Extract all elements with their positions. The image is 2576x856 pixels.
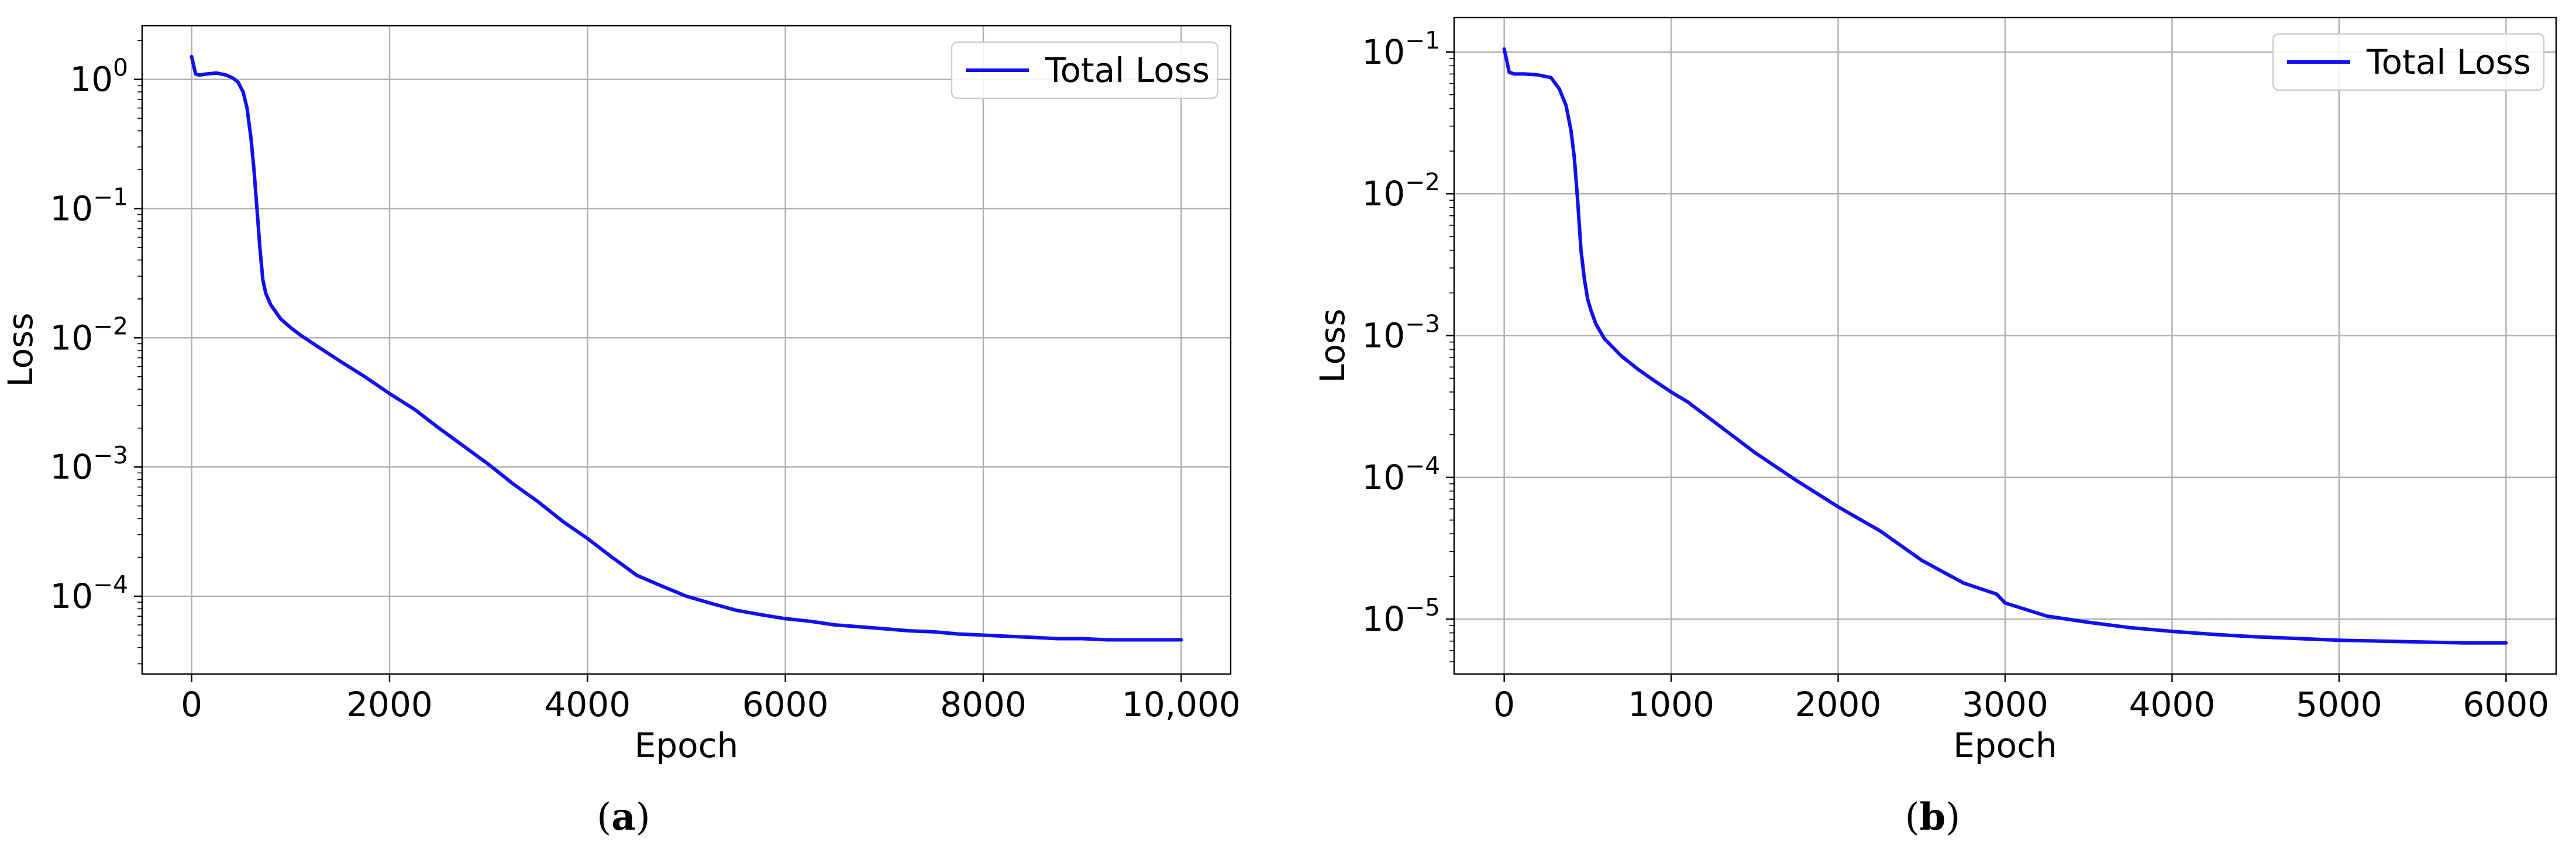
x-tick-label: 3000 xyxy=(1962,685,2048,724)
x-tick-label: 10,000 xyxy=(1122,685,1241,724)
y-tick-label: 10−3 xyxy=(50,441,128,487)
panel-caption: (b) xyxy=(1905,795,1961,839)
y-tick-label: 10−1 xyxy=(50,183,128,228)
x-tick-label: 0 xyxy=(1493,685,1515,724)
y-tick-label: 10−5 xyxy=(1362,593,1440,639)
y-axis-label: Loss xyxy=(1,312,40,387)
x-tick-label: 6000 xyxy=(742,685,829,724)
legend: Total Loss xyxy=(950,41,1219,99)
y-tick-label: 10−4 xyxy=(1362,452,1440,497)
y-tick-label: 10−2 xyxy=(1362,168,1440,214)
y-tick-label: 10−1 xyxy=(1362,26,1440,72)
y-tick-label: 10−4 xyxy=(50,570,128,616)
y-tick-label: 10−3 xyxy=(1362,310,1440,356)
y-axis-label: Loss xyxy=(1313,308,1352,383)
legend: Total Loss xyxy=(2272,33,2545,91)
x-tick-label: 8000 xyxy=(940,685,1027,724)
x-tick-label: 6000 xyxy=(2463,685,2550,724)
x-tick-label: 5000 xyxy=(2296,685,2382,724)
x-tick-label: 4000 xyxy=(2129,685,2216,724)
x-axis-label: Epoch xyxy=(1953,726,2057,765)
x-tick-label: 4000 xyxy=(545,685,631,724)
panel-a-chart: 0 2000 4000 6000 8000 10,000 10−4 10−3 10−2 10−1… xyxy=(1,25,1241,839)
legend-label-total-loss: Total Loss xyxy=(1045,50,1210,90)
x-axis-label: Epoch xyxy=(635,726,739,765)
plot-area-frame xyxy=(141,25,1232,675)
legend-label-total-loss: Total Loss xyxy=(2366,42,2531,82)
series-line-total-loss xyxy=(190,54,1183,642)
series-line-total-loss xyxy=(1502,47,2508,645)
x-tick-label: 1000 xyxy=(1628,685,1714,724)
legend-box xyxy=(950,41,1219,99)
x-tick-label: 2000 xyxy=(1795,685,1882,724)
x-tick-label: 0 xyxy=(181,685,202,724)
panel-caption: (a) xyxy=(597,795,650,839)
legend-box xyxy=(2272,33,2545,91)
y-tick-label: 10−2 xyxy=(50,312,128,357)
x-tick-label: 2000 xyxy=(346,685,433,724)
panel-b-chart: 0 1000 2000 3000 4000 5000 6000 10−5 10−4 10−3 10… xyxy=(1313,16,2557,839)
y-tick-label: 100 xyxy=(70,54,128,99)
